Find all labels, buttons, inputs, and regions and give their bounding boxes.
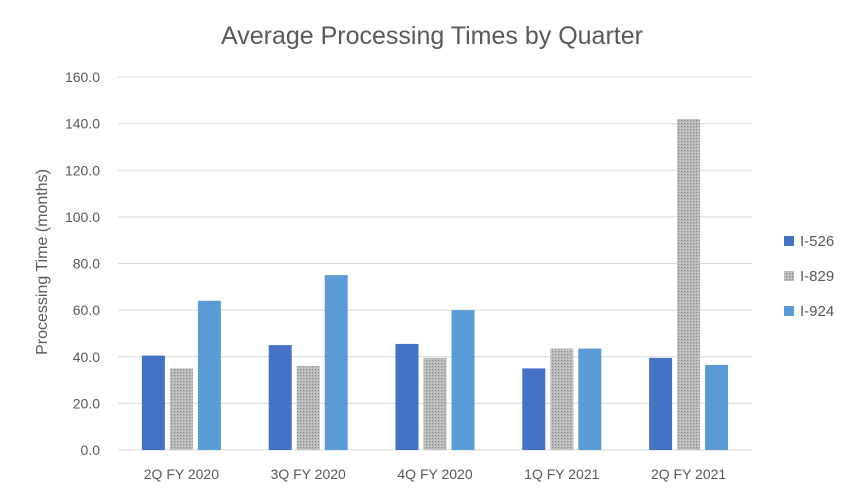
y-tick-label: 140.0 bbox=[65, 116, 100, 132]
legend-label: I-829 bbox=[800, 268, 834, 285]
bar-i-924-1 bbox=[197, 300, 221, 450]
x-tick-label: 4Q FY 2020 bbox=[397, 466, 472, 482]
bar-i-924-4 bbox=[578, 348, 602, 450]
y-tick-label: 120.0 bbox=[65, 162, 100, 178]
legend-swatch-i-526 bbox=[784, 236, 794, 246]
chart-title: Average Processing Times by Quarter bbox=[221, 22, 643, 50]
bar-i-526-3 bbox=[395, 343, 419, 450]
y-tick-label: 0.0 bbox=[81, 442, 101, 458]
y-tick-label: 60.0 bbox=[73, 302, 100, 318]
bar-i-924-3 bbox=[451, 310, 475, 450]
bars bbox=[141, 118, 729, 451]
y-axis-label: Processing Time (months) bbox=[34, 169, 51, 355]
y-tick-label: 20.0 bbox=[73, 395, 100, 411]
gridlines bbox=[118, 76, 752, 451]
x-axis-ticks: 2Q FY 2020 3Q FY 2020 4Q FY 2020 1Q FY 2021… bbox=[144, 466, 727, 482]
y-tick-label: 160.0 bbox=[65, 69, 100, 85]
bar-i-924-5 bbox=[705, 364, 729, 450]
y-tick-label: 100.0 bbox=[65, 209, 100, 225]
bar-i-526-2 bbox=[268, 345, 292, 450]
bar-i-829-1 bbox=[169, 368, 193, 450]
y-axis-ticks: 0.0 20.0 40.0 60.0 80.0 100.0 120.0 140.0 160.0 bbox=[65, 69, 100, 458]
y-tick-label: 40.0 bbox=[73, 349, 100, 365]
legend: I-526 I-829 I-924 bbox=[784, 233, 834, 320]
x-tick-label: 2Q FY 2020 bbox=[144, 466, 219, 482]
bar-i-924-2 bbox=[324, 275, 348, 450]
x-tick-label: 2Q FY 2021 bbox=[651, 466, 726, 482]
bar-i-829-5 bbox=[677, 118, 701, 451]
x-tick-label: 1Q FY 2021 bbox=[524, 466, 599, 482]
x-tick-label: 3Q FY 2020 bbox=[271, 466, 346, 482]
legend-swatch-i-924 bbox=[784, 306, 794, 316]
y-tick-label: 80.0 bbox=[73, 256, 100, 272]
bar-i-526-5 bbox=[649, 357, 673, 450]
bar-i-829-4 bbox=[550, 348, 574, 450]
bar-i-829-2 bbox=[296, 366, 320, 450]
legend-swatch-i-829 bbox=[784, 271, 794, 281]
bar-i-526-1 bbox=[141, 355, 165, 450]
legend-label: I-924 bbox=[800, 303, 834, 320]
bar-i-526-4 bbox=[522, 368, 546, 450]
legend-label: I-526 bbox=[800, 233, 834, 250]
bar-i-829-3 bbox=[423, 357, 447, 450]
